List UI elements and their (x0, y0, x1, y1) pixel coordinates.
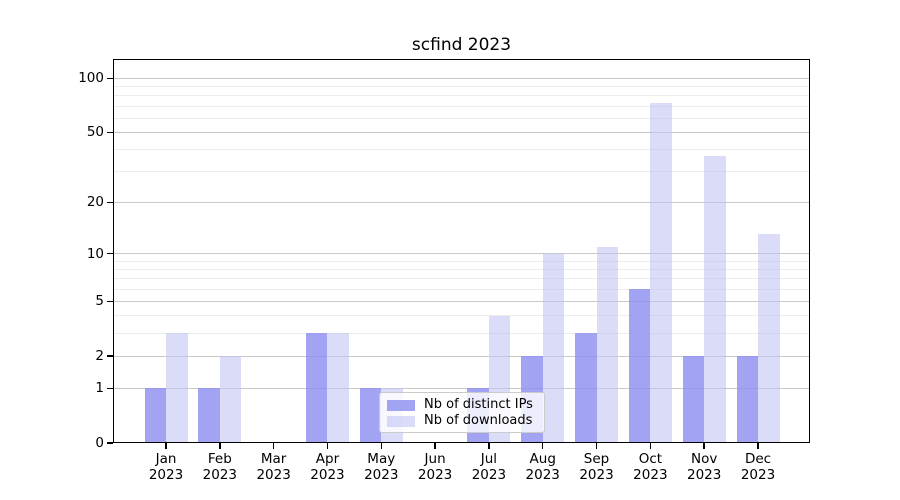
gridline-major (113, 355, 810, 357)
x-tick-label: Dec 2023 (740, 451, 776, 483)
gridline-major (113, 77, 810, 79)
gridline-minor (113, 278, 810, 280)
bar-downloads (327, 333, 349, 443)
bar-distinct-ips (198, 388, 220, 443)
x-tick-label: Jun 2023 (417, 451, 453, 483)
x-tick-mark (703, 443, 705, 449)
gridline-minor (113, 332, 810, 334)
bar-distinct-ips (628, 289, 651, 443)
bar-downloads (166, 333, 188, 443)
bar-downloads (650, 102, 672, 443)
y-tick-label: 5 (95, 293, 104, 310)
y-tick-mark (107, 252, 113, 255)
y-tick-label: 1 (95, 380, 104, 397)
bar-distinct-ips (144, 388, 166, 443)
y-tick-label: 50 (86, 124, 104, 141)
bar-downloads (596, 246, 619, 443)
gridline-major (113, 300, 810, 302)
bar-downloads (704, 155, 726, 443)
y-tick-label: 20 (86, 194, 104, 211)
y-tick-mark (107, 355, 113, 357)
x-tick-mark (272, 443, 275, 449)
x-tick-mark (165, 443, 167, 449)
x-tick-label: Mar 2023 (256, 451, 291, 483)
gridline-minor (113, 149, 810, 151)
x-tick-mark (542, 443, 544, 449)
gridline-major (113, 387, 810, 389)
bar-downloads (542, 253, 565, 443)
y-tick-mark (107, 77, 113, 80)
x-tick-label: Aug 2023 (525, 451, 560, 483)
gridline-minor (113, 117, 810, 119)
legend-item-downloads: Nb of downloads (387, 414, 537, 428)
gridline-minor (113, 105, 810, 107)
y-tick-label: 2 (95, 348, 104, 365)
bar-distinct-ips (736, 356, 758, 443)
gridline-major (113, 201, 810, 203)
chart-title: scfind 2023 (411, 35, 512, 55)
x-tick-mark (326, 443, 329, 449)
gridline-minor (113, 268, 810, 270)
bar-downloads (219, 356, 242, 443)
legend: Nb of distinct IPs Nb of downloads (379, 392, 545, 433)
legend-label-distinct-ips: Nb of distinct IPs (424, 397, 533, 412)
bar-distinct-ips (359, 388, 382, 443)
x-tick-label: Oct 2023 (633, 451, 668, 483)
y-tick-mark (107, 387, 113, 389)
y-tick-mark (107, 300, 113, 303)
gridline-minor (113, 86, 810, 88)
x-tick-mark (757, 443, 759, 449)
y-tick-mark (107, 201, 113, 204)
x-tick-mark (595, 443, 598, 449)
gridline-minor (113, 260, 810, 262)
x-tick-mark (488, 443, 490, 449)
x-tick-label: Jan 2023 (148, 451, 184, 483)
x-tick-label: May 2023 (364, 451, 399, 483)
gridline-major (113, 253, 810, 255)
x-tick-mark (434, 443, 436, 449)
y-tick-label: 100 (78, 70, 104, 87)
bar-downloads (758, 234, 780, 443)
x-tick-mark (219, 443, 221, 449)
gridline-minor (113, 95, 810, 97)
y-tick-mark (107, 131, 113, 134)
x-tick-mark (649, 443, 652, 449)
bar-distinct-ips (682, 356, 705, 443)
y-tick-mark (107, 442, 113, 444)
x-tick-label: Apr 2023 (310, 451, 345, 483)
gridline-major (113, 131, 810, 133)
gridline-minor (113, 288, 810, 290)
bar-distinct-ips (575, 333, 597, 443)
x-tick-label: Feb 2023 (202, 451, 237, 483)
x-tick-mark (380, 443, 382, 449)
legend-item-distinct-ips: Nb of distinct IPs (387, 398, 537, 412)
bar-distinct-ips (305, 333, 328, 443)
x-tick-label: Nov 2023 (686, 451, 722, 483)
gridline-minor (113, 315, 810, 317)
legend-swatch-downloads (387, 415, 415, 427)
y-tick-label: 0 (95, 435, 104, 451)
plot-area (113, 59, 810, 443)
legend-label-downloads: Nb of downloads (424, 413, 533, 428)
x-tick-label: Sep 2023 (579, 451, 614, 483)
x-tick-label: Jul 2023 (471, 451, 507, 483)
legend-swatch-distinct-ips (387, 399, 415, 411)
gridline-minor (113, 171, 810, 173)
y-tick-label: 10 (86, 245, 104, 262)
